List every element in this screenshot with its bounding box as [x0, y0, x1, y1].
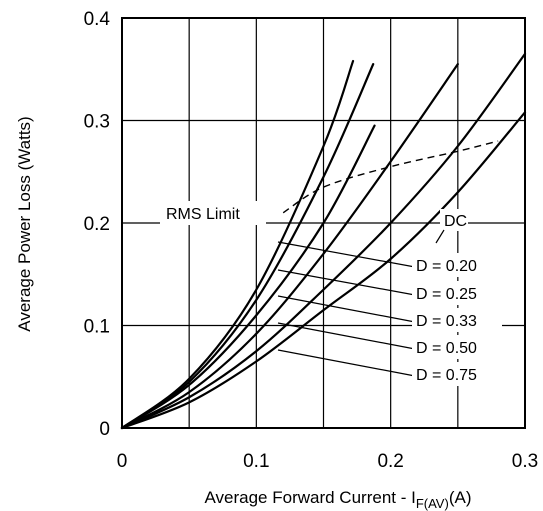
- d075-leader: [277, 349, 416, 377]
- y-tick-label-0-1: 0.1: [84, 317, 110, 338]
- legend-d050: D = 0.50: [277, 322, 502, 359]
- dc-label: DC: [444, 213, 467, 230]
- annotations: RMS Limit DC D = 0.20 D = 0.25 D = 0.33 …: [160, 140, 502, 386]
- rms-limit-annotation: RMS Limit: [160, 140, 499, 225]
- legend-d020: D = 0.20: [277, 241, 502, 277]
- legend-d033: D = 0.33: [277, 295, 502, 332]
- d050-label: D = 0.50: [416, 340, 477, 357]
- legend-d075: D = 0.75: [277, 349, 502, 386]
- d020-label-bg: [412, 253, 502, 277]
- d025-leader: [277, 269, 416, 296]
- plot-frame: [121, 17, 526, 429]
- series-line-d-0-75: [120, 52, 527, 430]
- y-tick-label-0-4: 0.4: [84, 9, 111, 30]
- dc-label-bg: [440, 209, 468, 231]
- d033-leader: [277, 295, 416, 323]
- x-tick-label-0-1: 0.1: [243, 451, 269, 472]
- d025-label: D = 0.25: [416, 286, 477, 303]
- d033-label: D = 0.33: [416, 313, 477, 330]
- series-line-d-0-20: [120, 59, 355, 430]
- d050-label-bg: [412, 335, 502, 359]
- series-curves: [120, 52, 527, 430]
- y-tick-label-0-3: 0.3: [84, 112, 110, 133]
- y-tick-label-0: 0: [99, 419, 110, 440]
- x-tick-label-0-2: 0.2: [377, 451, 403, 472]
- x-axis-label: Average Forward Current - IF(AV)(A): [205, 488, 472, 511]
- legend-d025: D = 0.25: [277, 269, 502, 305]
- rms-limit-label: RMS Limit: [166, 206, 240, 223]
- x-axis-label-subscript: F(AV): [416, 496, 449, 511]
- d075-label-bg: [412, 362, 502, 386]
- dc-leader: [435, 229, 445, 244]
- d020-label: D = 0.20: [416, 258, 477, 275]
- series-line-d-0-25: [120, 63, 375, 430]
- d075-label: D = 0.75: [416, 367, 477, 384]
- x-tick-label-0: 0: [117, 451, 128, 472]
- series-line-d-0-50: [120, 63, 459, 430]
- series-line-d-0-33: [120, 124, 376, 430]
- d033-label-bg: [412, 308, 502, 332]
- d020-leader: [277, 241, 416, 268]
- d050-leader: [277, 322, 416, 350]
- x-axis-label-main: Average Forward Current - I: [205, 488, 416, 507]
- d025-label-bg: [412, 281, 502, 305]
- series-line-dc: [120, 111, 527, 430]
- rms-limit-label-bg: [160, 201, 266, 225]
- x-axis-label-unit: (A): [449, 488, 472, 507]
- tick-labels: 0 0.1 0.2 0.3 0 0.1 0.2 0.3 0.4: [84, 9, 539, 472]
- y-axis-label: Average Power Loss (Watts): [15, 116, 34, 331]
- y-tick-label-0-2: 0.2: [84, 214, 110, 235]
- x-tick-label-0-3: 0.3: [512, 451, 538, 472]
- legend-dc: DC: [435, 209, 468, 244]
